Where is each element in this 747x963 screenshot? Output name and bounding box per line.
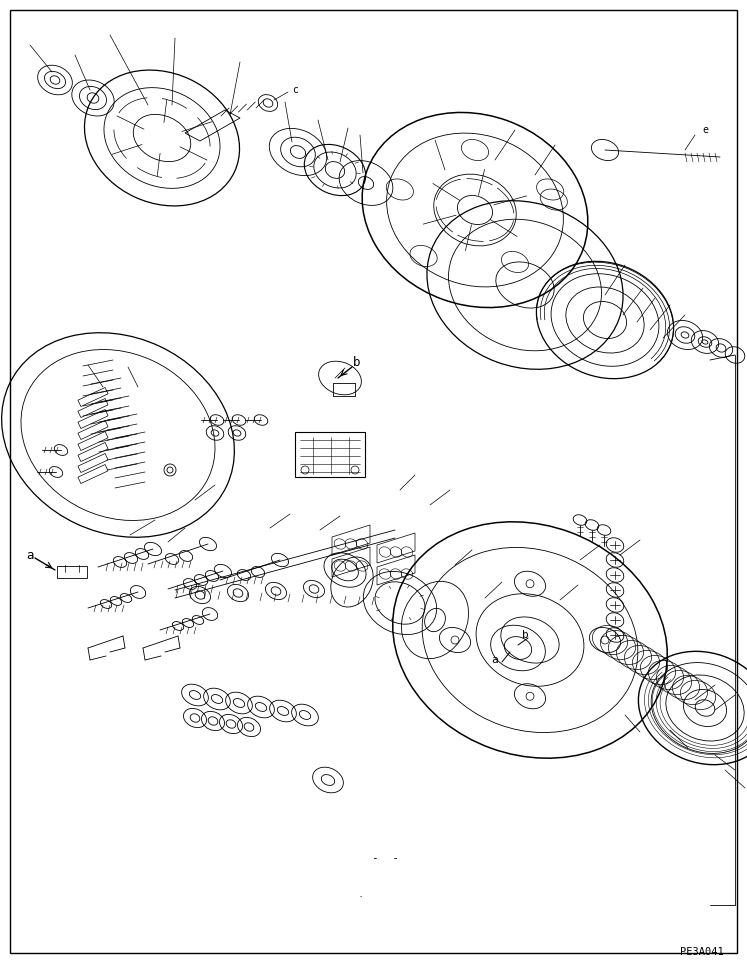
Text: .: . <box>358 892 362 898</box>
Text: a: a <box>492 655 498 665</box>
Text: a: a <box>26 549 34 561</box>
Text: b: b <box>353 355 361 369</box>
Text: PE3A041: PE3A041 <box>680 947 724 957</box>
Text: e: e <box>702 125 708 135</box>
Text: -  -: - - <box>371 853 398 863</box>
Text: b: b <box>521 630 528 640</box>
Bar <box>57 566 87 578</box>
Text: c: c <box>292 85 298 95</box>
